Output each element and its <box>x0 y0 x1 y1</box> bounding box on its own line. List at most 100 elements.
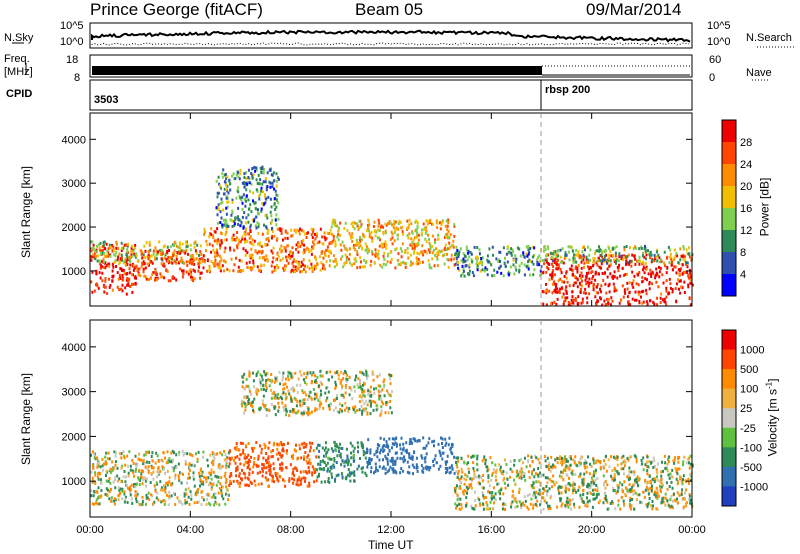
scatter-cells-power-1 <box>92 240 204 265</box>
colorbar-swatch <box>722 466 736 487</box>
nsearch-line <box>91 42 690 46</box>
scatter-cells-power-9 <box>542 295 692 307</box>
colorbar-tick-label: 24 <box>740 159 752 171</box>
y-tick-label: 1000 <box>62 266 86 278</box>
colorbar-swatch <box>722 208 736 231</box>
scatter-cells-velocity-0 <box>90 450 229 507</box>
freq-label: Freq. <box>4 53 30 65</box>
power-colorbar-label: Power [dB] <box>757 177 772 237</box>
power-panel-frame <box>89 112 693 307</box>
scatter-cells-power-4 <box>217 168 278 225</box>
nsky-tick-top: 10^5 <box>60 20 84 32</box>
nsearch-label: N.Search <box>746 32 792 44</box>
velocity-ylabel: Slant Range [km] <box>19 372 34 466</box>
colorbar-swatch <box>722 186 736 209</box>
scatter-cells-power-1 <box>90 240 200 264</box>
scatter-cells-power-7 <box>545 253 692 296</box>
nsky-strip-frame <box>89 22 693 49</box>
scatter-cells-power-5 <box>328 218 456 270</box>
axes: 1000 2000 3000 4000 1000 2000 3000 4000 00:00 04:… <box>62 113 706 536</box>
power-colorbar: 4 8 12 16 20 24 28 <box>721 119 752 297</box>
scatter-cells-power-4 <box>216 165 280 230</box>
scatter-cells-velocity-4 <box>453 454 694 511</box>
velocity-colorbar: 1000 500 100 25 -25 -100 -500 -1000 <box>721 329 768 507</box>
scatter-cells-power-6 <box>456 246 542 277</box>
colorbar-swatch <box>722 230 736 253</box>
colorbar-tick-label: 28 <box>740 137 752 149</box>
date-title: 09/Mar/2014 <box>586 0 682 19</box>
scatter-cells-power-6 <box>454 246 535 278</box>
scatter-cells-power-3 <box>203 227 328 273</box>
x-tick-label: 08:00 <box>277 524 305 536</box>
velocity-colorbar-label-end: ] <box>765 378 780 382</box>
freq-tick-top: 18 <box>66 54 79 66</box>
colorbar-tick-label: 1000 <box>740 345 764 357</box>
colorbar-tick-label: 25 <box>740 403 752 415</box>
scatter-cells-power-3 <box>206 227 330 274</box>
power-scatter <box>90 165 694 307</box>
scatter-cells-power-7 <box>542 253 693 296</box>
colorbar-tick-label: 8 <box>740 247 746 259</box>
colorbar-tick-label: 100 <box>740 384 758 396</box>
colorbar-swatch <box>722 330 736 351</box>
velocity-colorbar-label: Velocity [m s-1] <box>764 379 779 457</box>
scatter-cells-power-5 <box>328 218 453 269</box>
scatter-cells-power-6 <box>454 245 543 278</box>
velocity-panel-frame <box>89 319 693 518</box>
freq-band <box>92 66 542 75</box>
nsearch-tick-top: 10^5 <box>707 20 731 32</box>
scatter-cells-velocity-2 <box>318 443 360 481</box>
colorbar-tick-label: 20 <box>740 181 752 193</box>
scatter-cells-power-9 <box>553 295 691 307</box>
freq-strip-frame <box>89 54 693 78</box>
colorbar-tick-label: -25 <box>740 423 756 435</box>
x-tick-label: 00:00 <box>678 524 706 536</box>
colorbar-tick-label: 4 <box>740 269 746 281</box>
scatter-cells-velocity-5 <box>241 369 393 417</box>
cpid-label: CPID <box>6 88 33 100</box>
colorbar-tick-label: 16 <box>740 203 752 215</box>
x-tick-label: 16:00 <box>478 524 506 536</box>
colorbar-swatch <box>722 486 736 507</box>
scatter-cells-velocity-1 <box>229 441 316 489</box>
nave-tick-bottom: 0 <box>709 72 716 84</box>
scatter-cells-power-5 <box>328 218 455 268</box>
colorbar-swatch <box>722 427 736 448</box>
scatter-cells-velocity-4 <box>454 454 694 511</box>
y-tick-label: 1000 <box>62 476 86 488</box>
colorbar-swatch <box>722 274 736 297</box>
scatter-cells-velocity-1 <box>228 441 318 488</box>
nsky-line <box>91 29 691 43</box>
scatter-cells-power-2 <box>135 249 203 283</box>
colorbar-tick-label: -1000 <box>740 481 768 493</box>
colorbar-swatch <box>722 388 736 409</box>
power-ylabel: Slant Range [km] <box>19 165 34 259</box>
scatter-cells-velocity-4 <box>460 455 693 511</box>
colorbar-tick-label: 12 <box>740 225 752 237</box>
y-tick-label: 2000 <box>62 222 86 234</box>
freq-tick-bottom: 8 <box>74 72 81 84</box>
scatter-cells-power-2 <box>135 249 201 282</box>
scatter-cells-power-4 <box>215 167 280 228</box>
x-tick-label: 12:00 <box>377 524 405 536</box>
velocity-colorbar-label-sup: -1 <box>764 381 774 390</box>
scatter-cells-velocity-0 <box>91 449 230 507</box>
cpid-value-second: rbsp 200 <box>545 84 591 96</box>
y-tick-label: 4000 <box>62 134 86 146</box>
y-tick-label: 4000 <box>62 342 86 354</box>
colorbar-tick-label: -100 <box>740 442 762 454</box>
scatter-cells-power-0 <box>90 242 137 296</box>
nsky-label: N.Sky <box>4 32 34 44</box>
colorbar-swatch <box>722 408 736 429</box>
y-tick-label: 2000 <box>62 431 86 443</box>
colorbar-swatch <box>722 120 736 143</box>
scatter-cells-velocity-5 <box>241 370 392 417</box>
colorbar-swatch <box>722 142 736 165</box>
x-tick-label: 04:00 <box>177 524 205 536</box>
colorbar-frame <box>721 119 737 297</box>
colorbar-swatch <box>722 369 736 390</box>
scatter-cells-power-0 <box>90 243 135 295</box>
station-title: Prince George (fitACF) <box>90 0 263 19</box>
nave-label: Nave <box>746 67 772 79</box>
